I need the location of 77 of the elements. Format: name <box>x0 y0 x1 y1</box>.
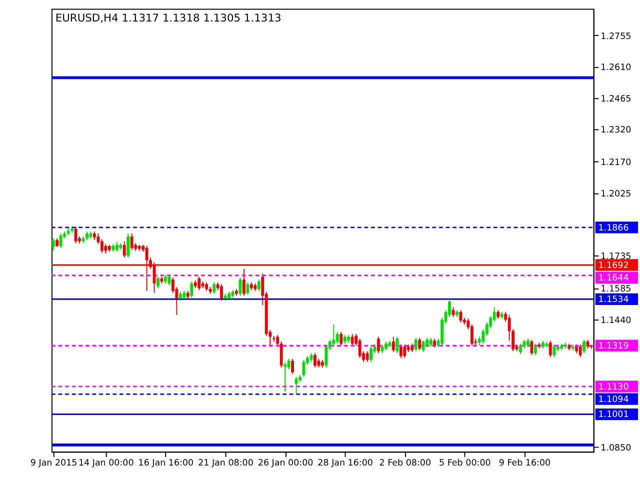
candlestick <box>414 337 418 352</box>
candlestick <box>313 352 316 368</box>
candlestick <box>104 244 108 254</box>
candlestick <box>340 331 343 346</box>
y-tick-label: 1.2755 <box>600 32 632 42</box>
x-tick-label: 21 Jan 08:00 <box>198 458 254 469</box>
x-tick-label: 9 Feb 16:00 <box>498 458 551 469</box>
ref-line-label: 1.1319 <box>598 342 629 352</box>
candlestick <box>280 341 283 368</box>
candlestick <box>257 279 260 292</box>
candlestick <box>242 268 246 296</box>
candlestick <box>130 232 134 250</box>
candlestick <box>578 344 582 358</box>
candlestick <box>332 324 336 346</box>
candlestick <box>246 282 250 296</box>
candlestick <box>392 336 395 353</box>
x-tick-label: 16 Jan 16:00 <box>138 458 194 469</box>
chart-title: EURUSD,H4 1.1317 1.1318 1.1305 1.1313 <box>55 11 282 24</box>
ref-line-label: 1.1094 <box>598 394 630 405</box>
candlestick <box>115 242 118 252</box>
y-tick-label: 1.1585 <box>600 284 632 295</box>
x-tick-label: 9 Jan 2015 <box>30 458 78 469</box>
y-tick-label: 1.0850 <box>600 443 632 454</box>
candlestick <box>52 238 55 252</box>
candlestick <box>324 344 328 368</box>
ref-line-label: 1.1644 <box>598 274 630 284</box>
candlestick <box>190 280 194 298</box>
x-tick-label: 14 Jan 00:00 <box>78 458 134 469</box>
y-tick-label: 1.2320 <box>600 126 632 136</box>
y-tick-label: 1.2465 <box>600 94 632 104</box>
x-tick-label: 26 Jan 00:00 <box>258 458 314 469</box>
candlestick <box>336 331 339 344</box>
candlestick <box>377 336 380 354</box>
x-tick-label: 28 Jan 16:00 <box>318 458 373 469</box>
y-tick-label: 1.2610 <box>600 63 632 74</box>
candlestick <box>470 324 474 346</box>
candlestick <box>422 340 425 353</box>
candlestick <box>399 344 402 358</box>
candlestick <box>59 232 62 248</box>
x-tick-label: 5 Feb 00:00 <box>439 458 491 469</box>
candlestick <box>156 276 160 289</box>
candlestick <box>396 336 399 354</box>
ref-line-label: 1.1130 <box>598 382 629 392</box>
candlestick <box>212 282 216 294</box>
ref-line-label: 1.1001 <box>598 410 629 420</box>
candlestick <box>519 343 522 354</box>
candlestick <box>448 300 451 318</box>
candlestick <box>366 350 369 362</box>
candlestick <box>492 306 496 322</box>
candlestick <box>552 344 556 358</box>
ref-line-label: 1.1866 <box>598 223 629 234</box>
candlestick <box>548 340 552 358</box>
y-tick-label: 1.1440 <box>600 316 632 326</box>
candlestick <box>350 333 354 346</box>
candlestick <box>482 328 485 344</box>
candlestick <box>403 344 406 358</box>
y-tick-label: 1.2170 <box>600 158 632 168</box>
candlestick <box>126 232 130 258</box>
x-tick-label: 2 Feb 08:00 <box>379 458 432 469</box>
candlestick <box>426 337 429 348</box>
candlestick <box>122 240 126 258</box>
candlestick <box>582 339 586 354</box>
candlestick <box>100 238 104 254</box>
candlestick <box>534 343 537 356</box>
candlestick <box>291 358 294 375</box>
candlestick <box>198 276 201 291</box>
candlestick <box>276 334 280 346</box>
candlestick <box>220 284 223 301</box>
candlestick <box>452 306 455 318</box>
candlestick <box>418 337 422 351</box>
y-tick-label: 1.2025 <box>600 189 632 200</box>
candlestick <box>358 338 362 358</box>
ref-line-label: 1.1534 <box>598 295 630 306</box>
candlestick <box>284 362 287 392</box>
ref-line-label: 1.1692 <box>598 260 629 271</box>
candlestick <box>370 346 372 362</box>
candlestick <box>287 358 290 370</box>
